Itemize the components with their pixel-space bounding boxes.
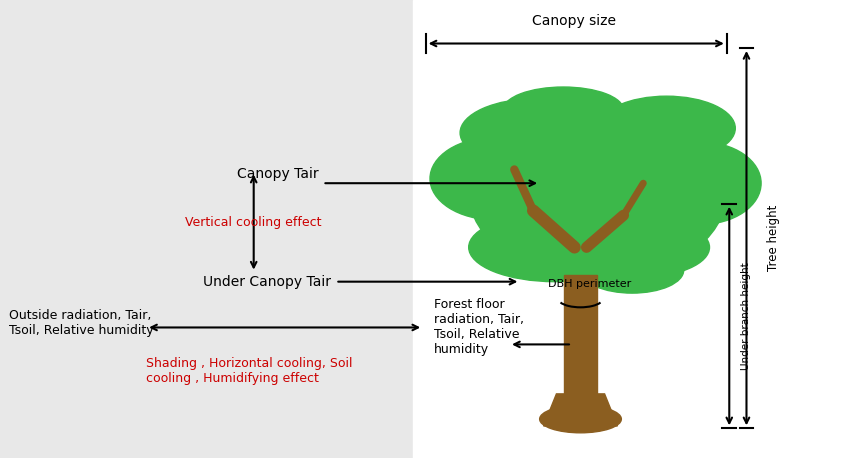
Text: Shading , Horizontal cooling, Soil
cooling , Humidifying effect: Shading , Horizontal cooling, Soil cooli… (146, 357, 353, 385)
Polygon shape (544, 394, 617, 426)
Ellipse shape (580, 247, 684, 293)
Bar (564, 275, 597, 426)
Text: Canopy size: Canopy size (532, 14, 617, 28)
Ellipse shape (469, 105, 727, 279)
Text: Tree height: Tree height (767, 205, 781, 271)
Bar (413, 0, 860, 458)
Text: Canopy Tair: Canopy Tair (237, 167, 318, 181)
Ellipse shape (572, 218, 709, 277)
Ellipse shape (469, 213, 641, 282)
Ellipse shape (598, 96, 735, 160)
Ellipse shape (503, 87, 624, 133)
Ellipse shape (430, 137, 559, 220)
Text: Outside radiation, Tair,
Tsoil, Relative humidity: Outside radiation, Tair, Tsoil, Relative… (9, 309, 153, 337)
Text: Forest floor
radiation, Tair,
Tsoil, Relative
humidity: Forest floor radiation, Tair, Tsoil, Rel… (434, 299, 525, 356)
Text: Vertical cooling effect: Vertical cooling effect (185, 216, 322, 229)
Ellipse shape (641, 142, 761, 224)
Ellipse shape (540, 405, 621, 433)
Ellipse shape (460, 98, 615, 167)
Text: DBH perimeter: DBH perimeter (548, 278, 631, 289)
Text: Under Canopy Tair: Under Canopy Tair (203, 275, 331, 289)
Text: Under branch height: Under branch height (741, 262, 752, 370)
